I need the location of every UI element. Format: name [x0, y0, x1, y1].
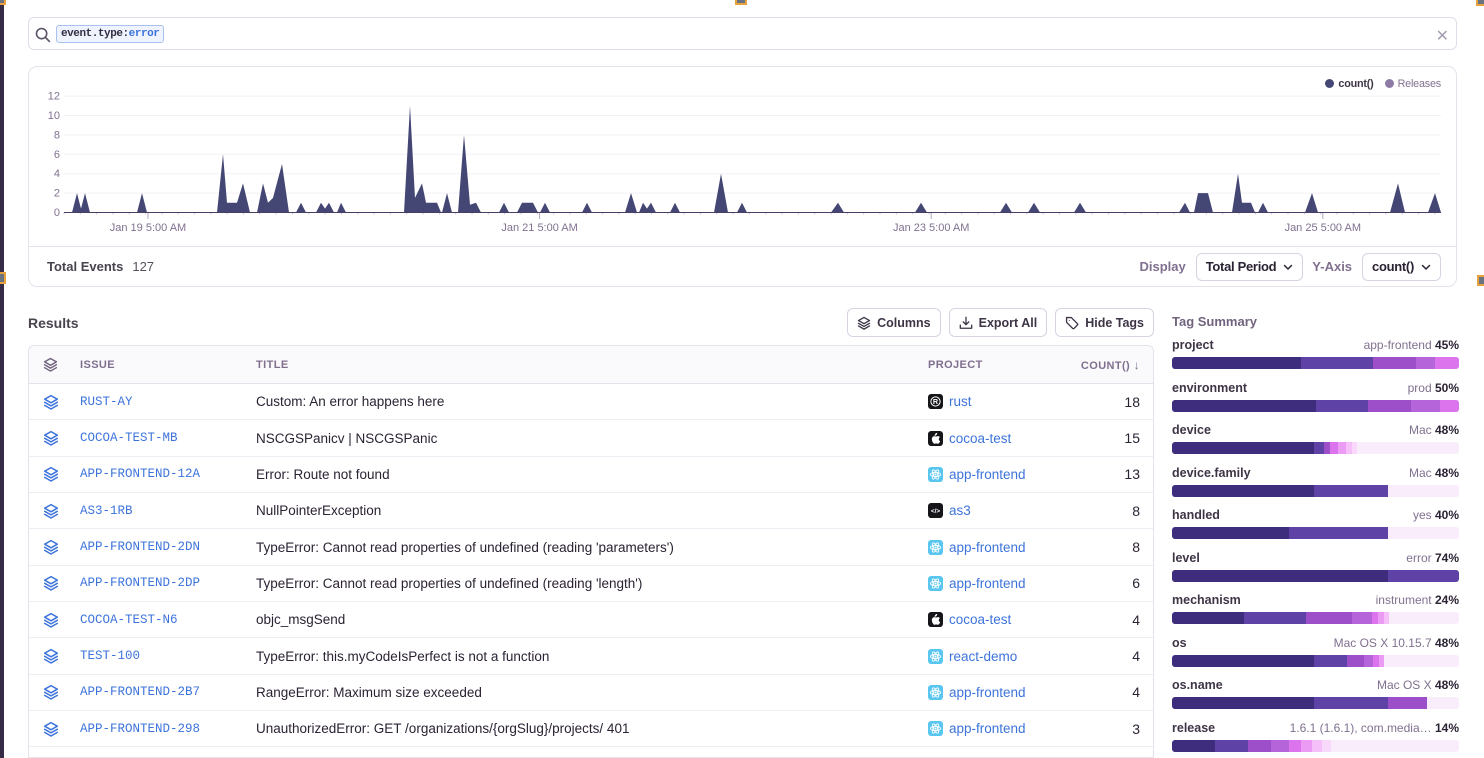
svg-text:Jan 21 5:00 AM: Jan 21 5:00 AM — [501, 222, 577, 234]
svg-text:4: 4 — [54, 168, 60, 180]
svg-text:12: 12 — [48, 91, 60, 103]
svg-text:0: 0 — [54, 207, 60, 219]
svg-text:Jan 25 5:00 AM: Jan 25 5:00 AM — [1285, 222, 1361, 234]
svg-text:2: 2 — [54, 188, 60, 200]
svg-text:6: 6 — [54, 149, 60, 161]
svg-text:</>: </> — [931, 508, 941, 515]
svg-text:R: R — [933, 397, 939, 406]
svg-text:8: 8 — [54, 129, 60, 141]
svg-text:10: 10 — [48, 110, 60, 122]
svg-text:Jan 19 5:00 AM: Jan 19 5:00 AM — [110, 222, 186, 234]
svg-text:Jan 23 5:00 AM: Jan 23 5:00 AM — [893, 222, 969, 234]
